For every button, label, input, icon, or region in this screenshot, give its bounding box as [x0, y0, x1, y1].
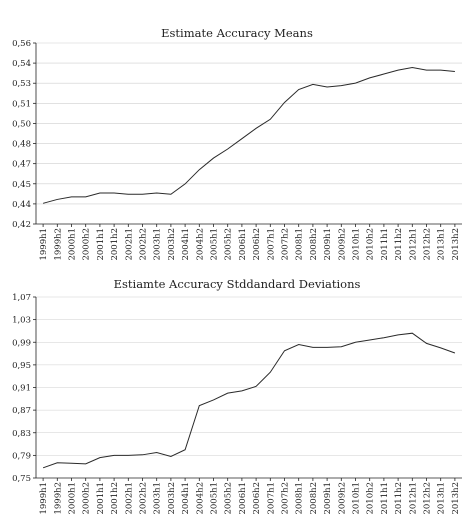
means-ytick-label: 0,54 — [12, 59, 31, 69]
means-xtick-label: 2005h1 — [210, 228, 220, 261]
stddev-xtick-label: 1999h2 — [53, 482, 63, 515]
stddev-xtick-label: 2006h2 — [252, 482, 262, 515]
stddev-xtick-label: 2001h1 — [96, 482, 106, 515]
stddev-xtick-label: 2000h2 — [82, 482, 92, 515]
stddev-series-line — [42, 332, 456, 469]
stddev-ytick-label: 1,03 — [12, 316, 31, 326]
means-xtick-label: 2009h2 — [337, 228, 347, 261]
stddev-xtick-label: 2002h2 — [139, 482, 149, 515]
stddev-xtick-label: 2010h2 — [366, 482, 376, 515]
means-series-line — [42, 67, 455, 204]
stddev-ytick-label: 0,91 — [12, 384, 31, 394]
means-xtick-label: 2002h2 — [139, 228, 149, 261]
means-xtick-label: 2010h2 — [366, 228, 376, 261]
stddev-xtick-label: 2013h1 — [437, 482, 447, 515]
stddev-xtick-label: 2012h2 — [423, 482, 433, 515]
means-chart-title: Estimate Accuracy Means — [161, 26, 313, 40]
stddev-xtick-label: 2002h1 — [124, 482, 134, 515]
means-ytick-label: 0,45 — [12, 180, 31, 190]
stddev-ytick-label: 0,87 — [12, 406, 31, 416]
means-xtick-label: 2004h1 — [181, 228, 191, 261]
means-ytick-label: 0,47 — [12, 160, 31, 170]
stddev-ytick-label: 0,99 — [12, 338, 31, 348]
means-xtick-label: 1999h2 — [53, 228, 63, 261]
means-xtick-label: 2010h1 — [352, 228, 362, 261]
stddev-xtick-label: 2004h1 — [181, 482, 191, 515]
stddev-ytick-label: 0,79 — [12, 451, 31, 461]
stddev-xtick-label: 2010h1 — [352, 482, 362, 515]
means-ytick-label: 0,48 — [12, 140, 31, 150]
means-xtick-label: 2000h1 — [68, 228, 78, 261]
means-xtick-label: 2013h2 — [451, 228, 461, 261]
stddev-xtick-label: 2003h2 — [167, 482, 177, 515]
means-xtick-label: 2006h1 — [238, 228, 248, 261]
means-ytick-label: 0,50 — [12, 119, 31, 129]
stddev-ytick-label: 0,95 — [12, 361, 31, 371]
stddev-xtick-label: 2006h1 — [238, 482, 248, 515]
stddev-ytick-label: 0,83 — [12, 429, 31, 439]
stddev-xtick-label: 2000h1 — [68, 482, 78, 515]
stddev-chart-title: Estiamte Accuracy Stddandard Deviations — [114, 277, 361, 291]
stddev-ytick-label: 1,07 — [12, 293, 31, 303]
means-xtick-label: 2008h2 — [309, 228, 319, 261]
means-xtick-label: 2012h1 — [408, 228, 418, 261]
means-xtick-label: 2012h2 — [423, 228, 433, 261]
stddev-xtick-label: 2009h2 — [337, 482, 347, 515]
means-xtick-label: 2007h2 — [281, 228, 291, 261]
means-ytick-label: 0,56 — [12, 39, 31, 49]
stddev-ytick-label: 0,75 — [12, 474, 31, 484]
stddev-xtick-label: 2004h2 — [195, 482, 205, 515]
stddev-xtick-label: 2008h1 — [295, 482, 305, 515]
stddev-xtick-label: 2011h1 — [380, 482, 390, 515]
means-xtick-label: 2009h1 — [323, 228, 333, 261]
means-xtick-label: 2004h2 — [195, 228, 205, 261]
means-xtick-label: 2011h2 — [394, 228, 404, 261]
stddev-xtick-label: 2007h2 — [281, 482, 291, 515]
means-chart: Estimate Accuracy Means 0,42 0,44 0,45 0,47… — [12, 26, 462, 261]
means-xtick-label: 1999h1 — [39, 228, 49, 261]
means-xtick-label: 2005h2 — [224, 228, 234, 261]
means-ytick-label: 0,53 — [12, 79, 31, 89]
means-xtick-label: 2011h1 — [380, 228, 390, 261]
means-ytick-label: 0,44 — [12, 200, 31, 210]
stddev-xtick-label: 2013h2 — [451, 482, 461, 515]
means-xtick-label: 2008h1 — [295, 228, 305, 261]
stddev-xtick-label: 2008h2 — [309, 482, 319, 515]
means-xtick-label: 2003h2 — [167, 228, 177, 261]
means-xtick-label: 2000h2 — [82, 228, 92, 261]
means-ytick-label: 0,42 — [12, 220, 31, 230]
stddev-xtick-label: 2007h1 — [266, 482, 276, 515]
stddev-xtick-label: 2001h2 — [110, 482, 120, 515]
stddev-chart: Estiamte Accuracy Stddandard Deviations … — [12, 277, 462, 515]
stddev-xtick-label: 2012h1 — [408, 482, 418, 515]
stddev-xtick-label: 2009h1 — [323, 482, 333, 515]
means-xtick-label: 2002h1 — [124, 228, 134, 261]
means-xtick-label: 2006h2 — [252, 228, 262, 261]
stddev-xtick-label: 2003h1 — [153, 482, 163, 515]
means-ytick-label: 0,51 — [12, 99, 31, 109]
means-xtick-label: 2013h1 — [437, 228, 447, 261]
means-xtick-label: 2001h2 — [110, 228, 120, 261]
stddev-xtick-label: 2005h1 — [210, 482, 220, 515]
stddev-xtick-label: 2005h2 — [224, 482, 234, 515]
means-xtick-label: 2001h1 — [96, 228, 106, 261]
means-xtick-label: 2003h1 — [153, 228, 163, 261]
stddev-xtick-label: 2011h2 — [394, 482, 404, 515]
means-xtick-label: 2007h1 — [266, 228, 276, 261]
stddev-xtick-label: 1999h1 — [39, 482, 49, 515]
